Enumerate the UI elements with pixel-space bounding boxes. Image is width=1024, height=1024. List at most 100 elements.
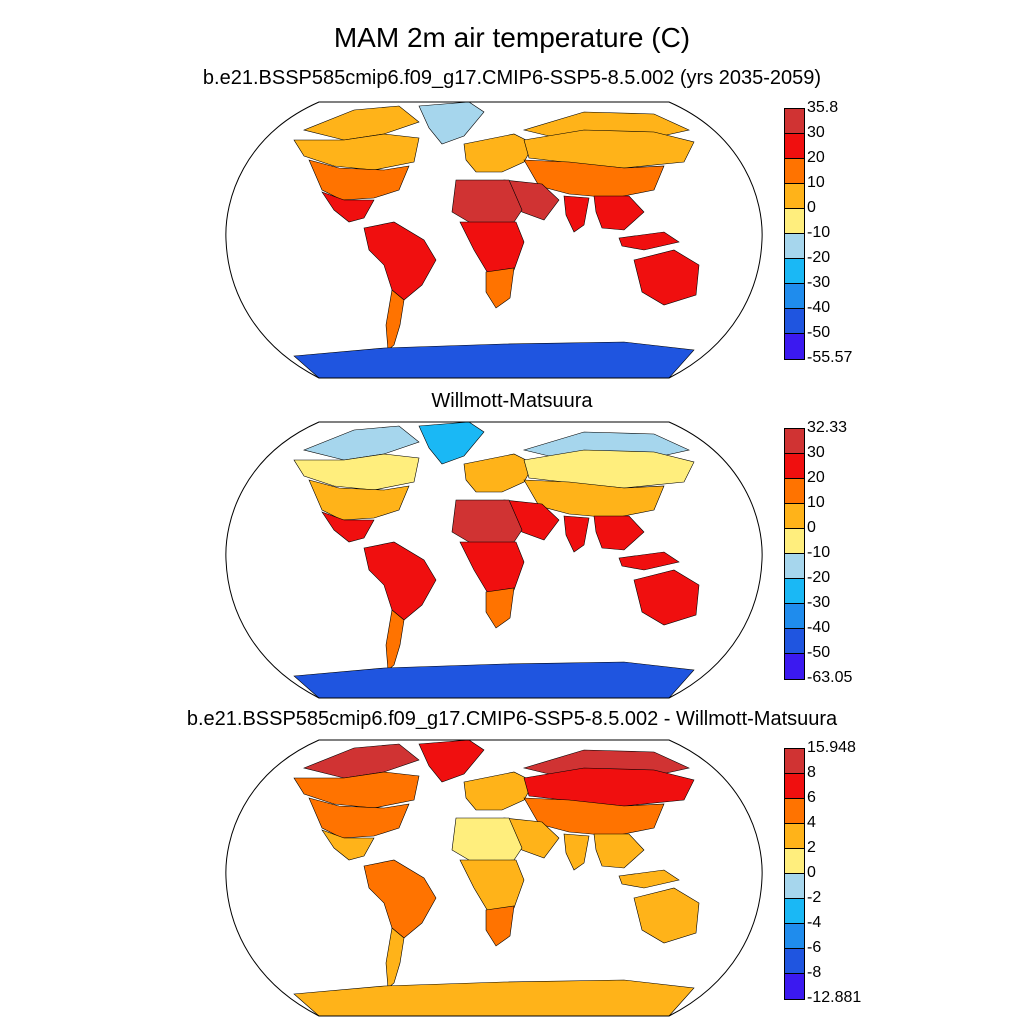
region-mexico <box>321 191 375 223</box>
panel-title-diff: b.e21.BSSP585cmip6.f09_g17.CMIP6-SSP5-8.… <box>186 708 838 730</box>
colorbar-label: 32.33 <box>807 419 848 436</box>
colorbar-label: -2 <box>807 889 822 906</box>
colorbar-swatch <box>785 454 804 479</box>
colorbar-label: 35.8 <box>807 99 839 116</box>
colorbar-boxes <box>784 428 805 680</box>
region-canada <box>293 453 420 491</box>
region-india <box>563 833 590 871</box>
colorbar-swatch <box>785 799 804 824</box>
region-central-asia <box>523 479 665 519</box>
colorbar-swatch <box>785 209 804 234</box>
region-europe <box>463 453 535 493</box>
region-sahara <box>451 179 523 226</box>
region-siberia <box>523 449 695 489</box>
region-se-asia <box>593 195 680 251</box>
region-south-america-south <box>385 289 405 351</box>
region-india <box>563 515 590 553</box>
world-map-svg <box>225 421 763 699</box>
region-sahara <box>451 499 523 546</box>
region-central-asia <box>523 797 665 837</box>
colorbar-swatch <box>785 974 804 999</box>
colorbar-swatch <box>785 899 804 924</box>
colorbar-swatch <box>785 334 804 359</box>
colorbar-swatch <box>785 824 804 849</box>
region-central-asia <box>523 159 665 199</box>
colorbar-label: -10 <box>807 544 831 561</box>
region-mexico <box>321 829 375 861</box>
colorbar-label: -20 <box>807 249 831 266</box>
region-usa <box>308 797 410 839</box>
region-usa <box>308 479 410 521</box>
region-siberia <box>523 129 695 169</box>
panel-title-model: b.e21.BSSP585cmip6.f09_g17.CMIP6-SSP5-8.… <box>202 67 822 89</box>
world-map-svg <box>225 101 763 379</box>
colorbar-swatch <box>785 924 804 949</box>
colorbar-swatch <box>785 479 804 504</box>
colorbar-swatch <box>785 849 804 874</box>
colorbar-label: 10 <box>807 494 825 511</box>
region-greenland <box>418 102 485 145</box>
region-usa <box>308 159 410 201</box>
region-siberia <box>523 767 695 807</box>
colorbar-swatch <box>785 579 804 604</box>
colorbar-label: 30 <box>807 124 825 141</box>
region-europe <box>463 133 535 173</box>
colorbar-label: -20 <box>807 569 831 586</box>
colorbar-label: 30 <box>807 444 825 461</box>
region-se-asia <box>593 833 680 889</box>
colorbar-swatch <box>785 749 804 774</box>
colorbar-swatch <box>785 429 804 454</box>
map-panel-diff <box>224 738 764 1018</box>
colorbar-label: 20 <box>807 469 825 486</box>
colorbar-swatch <box>785 109 804 134</box>
colorbar-label: -8 <box>807 964 822 981</box>
colorbar-label: -30 <box>807 274 831 291</box>
colorbar-swatch <box>785 874 804 899</box>
colorbar-label: -6 <box>807 939 822 956</box>
colorbar-swatch <box>785 529 804 554</box>
colorbar-label: 6 <box>807 789 816 806</box>
region-south-america-south <box>385 927 405 989</box>
map-frame <box>225 421 763 699</box>
colorbar-swatch <box>785 629 804 654</box>
colorbar-label: 8 <box>807 764 816 781</box>
region-antarctica <box>293 341 695 378</box>
region-south-africa <box>485 267 515 309</box>
region-canada <box>293 771 420 809</box>
colorbar-label: 10 <box>807 174 825 191</box>
colorbar-label: -10 <box>807 224 831 241</box>
colorbar-label: 4 <box>807 814 816 831</box>
map-panel-model <box>224 100 764 380</box>
colorbar-swatch <box>785 284 804 309</box>
map-frame <box>225 101 763 379</box>
colorbar-label: -50 <box>807 324 831 341</box>
colorbar-boxes <box>784 108 805 360</box>
colorbar-label: 0 <box>807 199 816 216</box>
region-south-america-south <box>385 609 405 671</box>
region-south-america <box>363 859 437 939</box>
region-south-america <box>363 541 437 621</box>
region-sahara <box>451 817 523 864</box>
colorbar-swatch <box>785 604 804 629</box>
colorbar-swatch <box>785 259 804 284</box>
region-antarctica <box>293 979 695 1016</box>
region-australia <box>633 569 700 626</box>
colorbar-label: 15.948 <box>807 739 856 756</box>
region-greenland <box>418 740 485 783</box>
region-canada <box>293 133 420 171</box>
colorbar-label: -40 <box>807 619 831 636</box>
region-greenland <box>418 422 485 465</box>
colorbar-label: -30 <box>807 594 831 611</box>
region-south-america <box>363 221 437 301</box>
colorbar-label: 0 <box>807 519 816 536</box>
colorbar-label: -63.05 <box>807 669 853 686</box>
region-mexico <box>321 511 375 543</box>
region-india <box>563 195 590 233</box>
region-south-africa <box>485 905 515 947</box>
region-south-africa <box>485 587 515 629</box>
colorbar-label: 2 <box>807 839 816 856</box>
region-antarctica <box>293 661 695 698</box>
region-australia <box>633 249 700 306</box>
colorbar-label: -55.57 <box>807 349 853 366</box>
colorbar-label: -40 <box>807 299 831 316</box>
